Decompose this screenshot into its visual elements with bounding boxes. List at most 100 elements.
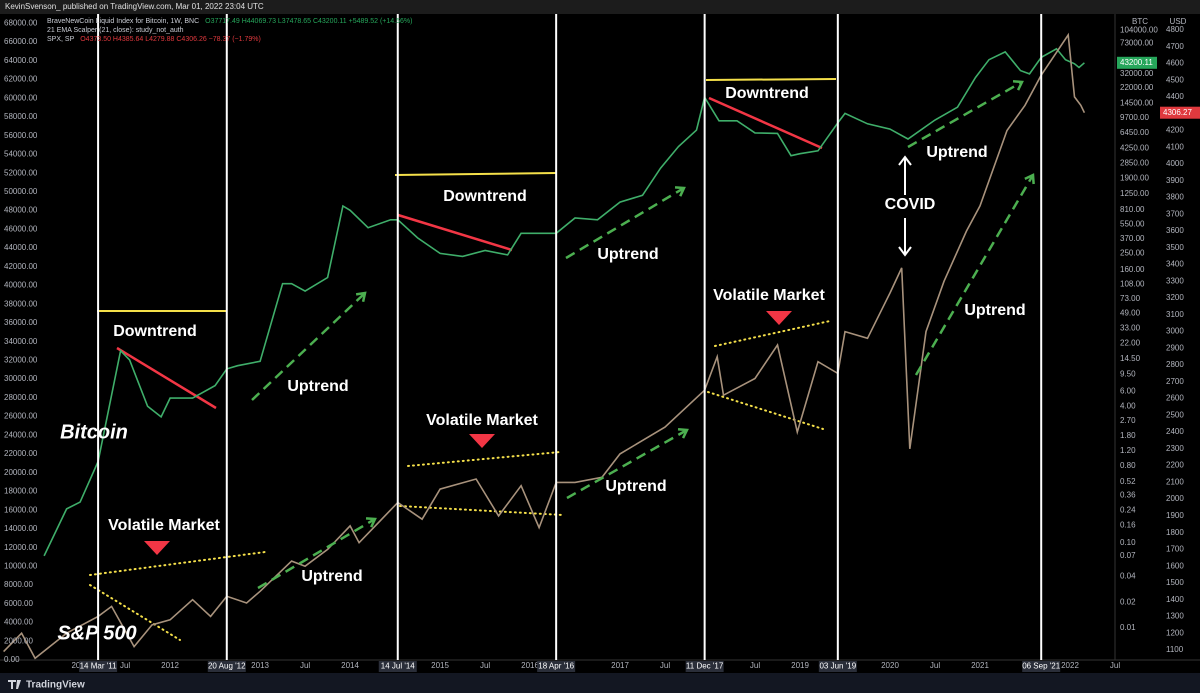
y-tick-label: 14000.00 — [4, 524, 38, 533]
y2-tick-label: 1900.00 — [1120, 173, 1149, 182]
wedges — [89, 320, 831, 641]
y3-tick-label: 3500 — [1166, 243, 1184, 252]
uptrend-arrow — [907, 80, 1023, 149]
y2-tick-label: 4.00 — [1120, 401, 1136, 410]
y2-title: BTC — [1132, 17, 1148, 26]
annotation: Uptrend — [605, 478, 666, 495]
arrow — [898, 218, 912, 257]
y2-tick-label: 370.00 — [1120, 234, 1145, 243]
y2-tick-label: 0.07 — [1120, 551, 1136, 560]
trend-line — [116, 346, 217, 410]
price-label-box — [1160, 106, 1200, 119]
y2-tick-label: 2.70 — [1120, 416, 1136, 425]
y2-tick-label: 4250.00 — [1120, 144, 1149, 153]
annotation: Volatile Market — [713, 287, 825, 304]
wedge-line — [89, 551, 266, 576]
arrow-head — [365, 517, 377, 528]
y3-tick-label: 2500 — [1166, 410, 1184, 419]
wedge-line — [707, 391, 824, 430]
x-tick-label: 2020 — [881, 661, 899, 670]
arrow-head — [1024, 173, 1035, 185]
y2-tick-label: 0.80 — [1120, 461, 1136, 470]
markers — [144, 311, 792, 555]
x-tick-label: Jul — [480, 661, 490, 670]
y2-tick-label: 1.20 — [1120, 446, 1136, 455]
legend-values: O4373.50 H4385.64 L4279.88 C4306.26 −78.… — [80, 36, 261, 43]
y-tick-label: 38000.00 — [4, 299, 38, 308]
y2-tick-label: 73000.00 — [1120, 39, 1154, 48]
y3-tick-label: 3300 — [1166, 276, 1184, 285]
y3-tick-label: 4400 — [1166, 92, 1184, 101]
y2-tick-label: 160.00 — [1120, 265, 1145, 274]
legend-title: SPX, SP — [47, 36, 75, 43]
y3-tick-label: 1800 — [1166, 528, 1184, 537]
y3-tick-label: 1400 — [1166, 595, 1184, 604]
logo — [8, 680, 21, 689]
y3-tick-label: 2700 — [1166, 377, 1184, 386]
x-tick-label: Jul — [300, 661, 310, 670]
wedge-line — [407, 451, 561, 467]
y-tick-label: 8000.00 — [4, 580, 33, 589]
y2-tick-label: 0.16 — [1120, 520, 1136, 529]
x-tick-label: 2014 — [341, 661, 359, 670]
date-label-box — [1022, 661, 1061, 672]
y-tick-label: 24000.00 — [4, 430, 38, 439]
y-tick-label: 40000.00 — [4, 281, 38, 290]
uptrend-arrow — [566, 428, 688, 500]
price-label: 4306.27 — [1163, 108, 1192, 117]
y3-tick-label: 2300 — [1166, 444, 1184, 453]
y3-tick-label: 2000 — [1166, 494, 1184, 503]
legend-values: O37717.49 H44069.73 L37478.65 C43200.11 … — [205, 18, 412, 25]
annotation: Uptrend — [597, 246, 658, 263]
down-marker — [144, 541, 170, 555]
y2-tick-label: 14500.00 — [1120, 98, 1154, 107]
y-tick-label: 34000.00 — [4, 337, 38, 346]
level-line — [394, 172, 557, 176]
y3-tick-label: 3600 — [1166, 226, 1184, 235]
y3-tick-label: 4200 — [1166, 126, 1184, 135]
covid-arrows — [898, 155, 912, 257]
y3-tick-label: 4100 — [1166, 142, 1184, 151]
annotation: Volatile Market — [426, 412, 538, 429]
date-label: 03 Jun '19 — [819, 662, 856, 671]
y-tick-label: 36000.00 — [4, 318, 38, 327]
trend-line — [397, 213, 513, 252]
x-tick-label: 2013 — [251, 661, 269, 670]
x-tick-label: 2012 — [161, 661, 179, 670]
y2-tick-label: 0.04 — [1120, 572, 1136, 581]
y-tick-label: 26000.00 — [4, 412, 38, 421]
y3-tick-label: 2100 — [1166, 477, 1184, 486]
y3-tick-label: 1900 — [1166, 511, 1184, 520]
arrow-head — [677, 427, 689, 439]
level-line — [705, 78, 837, 81]
x-tick-label: Jul — [930, 661, 940, 670]
y3-tick-label: 2900 — [1166, 343, 1184, 352]
date-label: 14 Jul '14 — [381, 662, 416, 671]
x-tick-label: Jul — [750, 661, 760, 670]
y3-tick-label: 4700 — [1166, 42, 1184, 51]
y-tick-label: 66000.00 — [4, 37, 38, 46]
uptrend-arrow — [565, 186, 685, 260]
y-tick-label: 60000.00 — [4, 93, 38, 102]
y2-tick-label: 73.00 — [1120, 294, 1141, 303]
y-tick-label: 18000.00 — [4, 487, 38, 496]
y-tick-label: 64000.00 — [4, 56, 38, 65]
y3-tick-label: 2400 — [1166, 427, 1184, 436]
date-label-box — [378, 661, 417, 672]
y-tick-label: 20000.00 — [4, 468, 38, 477]
y3-tick-label: 2600 — [1166, 394, 1184, 403]
y3-tick-label: 1100 — [1166, 645, 1184, 654]
y-tick-label: 54000.00 — [4, 150, 38, 159]
y2-tick-label: 1.80 — [1120, 431, 1136, 440]
attribution: KevinSvenson_ published on TradingView.c… — [5, 2, 264, 11]
price-label-box — [1117, 56, 1157, 69]
annotation: Uptrend — [964, 302, 1025, 319]
arrow-head — [674, 186, 686, 197]
y3-tick-label: 1600 — [1166, 561, 1184, 570]
y2-tick-label: 1250.00 — [1120, 189, 1149, 198]
annotation: Uptrend — [287, 378, 348, 395]
y2-tick-label: 0.24 — [1120, 505, 1136, 514]
annotation: Volatile Market — [108, 517, 220, 534]
x-tick-label: Jul — [660, 661, 670, 670]
down-marker — [766, 311, 792, 325]
